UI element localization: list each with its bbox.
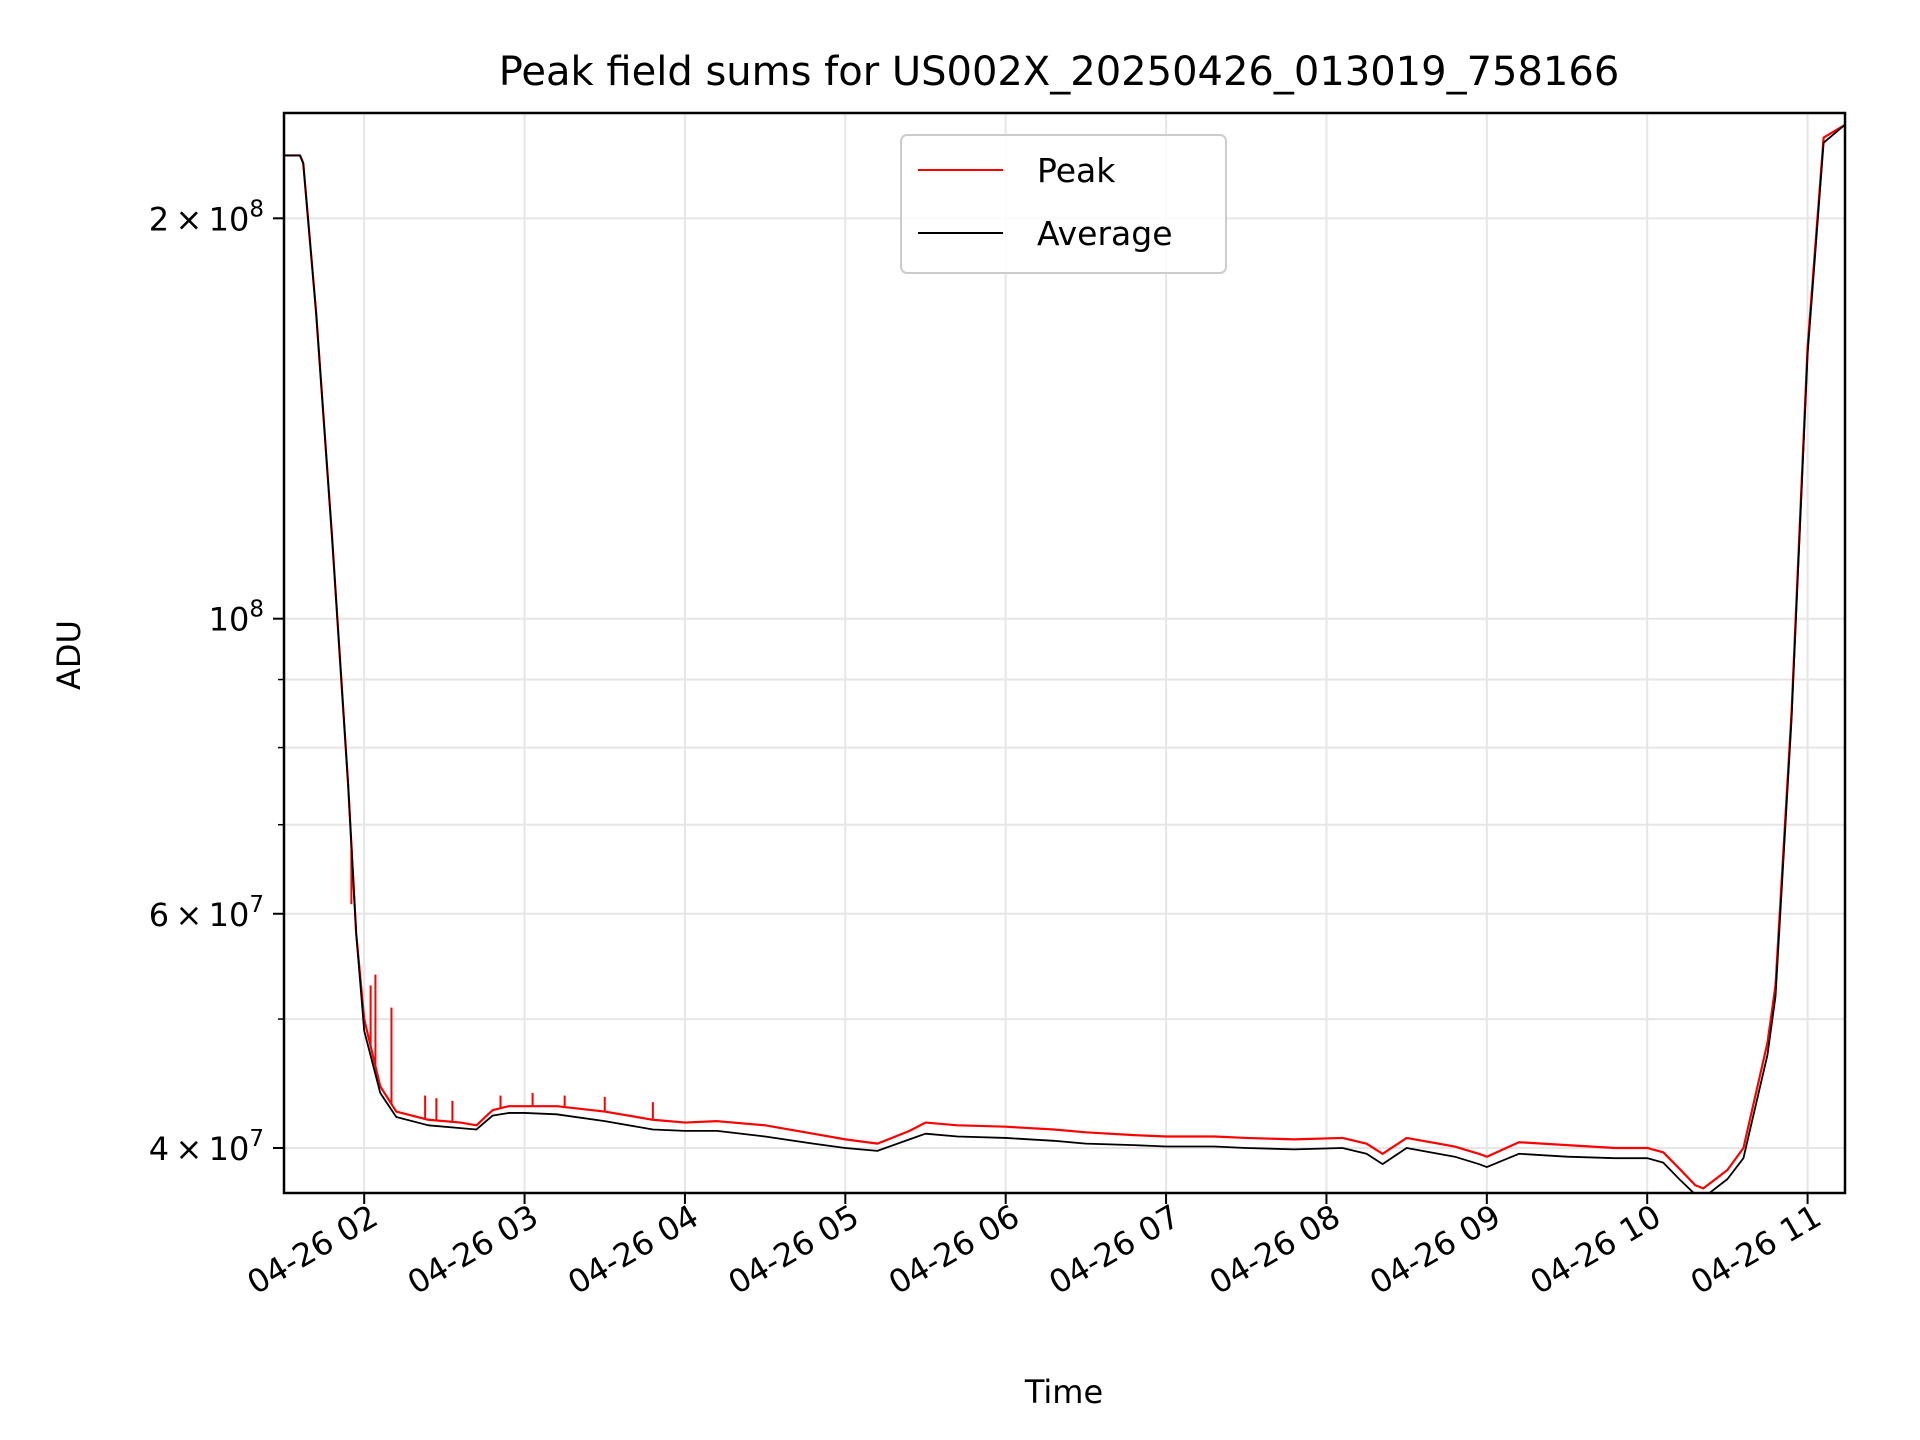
legend-average-label: Average [1037,214,1173,253]
series-average-line [284,124,1845,1193]
y-axis-label: ADU [50,620,88,690]
y-tick-label: 108 [209,597,264,639]
chart-title: Peak field sums for US002X_20250426_0130… [499,49,1620,95]
series-peak-line [284,124,1845,1190]
legend-peak-label: Peak [1037,151,1116,190]
y-tick-label: 6 × 107 [149,892,264,934]
y-tick-label: 2 × 108 [149,196,264,238]
x-axis-label: Time [1024,1373,1103,1411]
y-tick-label: 4 × 107 [149,1126,264,1168]
plot-frame [282,111,1847,1195]
series-group [284,124,1845,1193]
legend: Peak Average [900,134,1227,274]
